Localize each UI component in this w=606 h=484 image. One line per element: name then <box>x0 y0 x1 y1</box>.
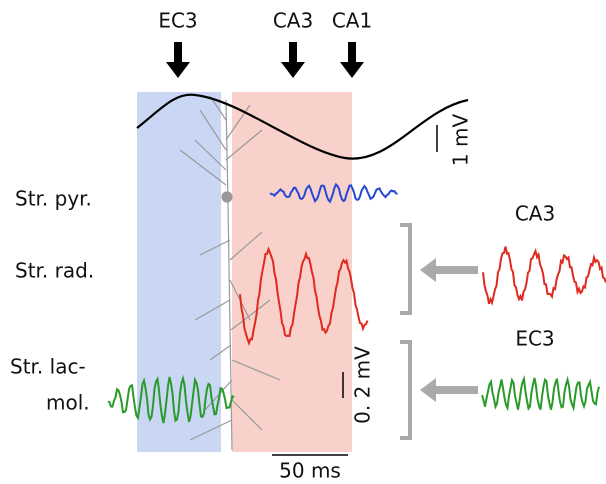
figure: EC3 CA3 CA1 1 mV Str. pyr. Str. rad. Str… <box>0 0 606 484</box>
ca3-window <box>232 92 352 452</box>
inset-label: EC3 <box>515 327 554 351</box>
bracket <box>400 225 410 438</box>
gray-arrow <box>420 258 478 402</box>
arrow-label: CA1 <box>332 9 372 33</box>
inset-label: CA3 <box>515 202 555 226</box>
scale-label: 50 ms <box>279 459 341 483</box>
scale-label: 0. 2 mV <box>351 346 375 424</box>
scale-label: 1 mV <box>449 114 473 167</box>
trace <box>482 378 599 410</box>
trace <box>483 247 606 304</box>
arrow-label: EC3 <box>158 9 197 33</box>
layer-label: Str. pyr. <box>15 187 92 211</box>
layer-label: Str. lac- <box>10 355 86 379</box>
layer-label: Str. rad. <box>15 259 94 283</box>
arrow-label: CA3 <box>273 9 313 33</box>
arrows: EC3 CA3 CA1 <box>158 9 372 79</box>
layer-label: mol. <box>46 391 90 415</box>
